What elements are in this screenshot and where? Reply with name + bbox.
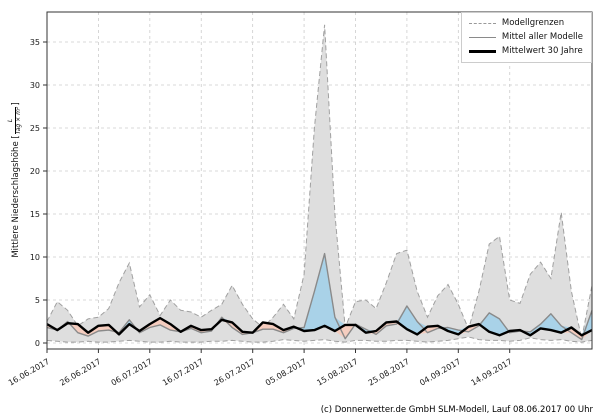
- gray-line-sample-icon: [468, 36, 496, 38]
- black-line-sample-icon: [468, 49, 496, 53]
- copyright-credit: (c) Donnerwetter.de GmbH SLM-Modell, Lau…: [320, 405, 593, 415]
- x-tick-label: 16.06.2017: [7, 357, 51, 388]
- unit-denominator: Tag × m²: [14, 106, 23, 135]
- x-axis: 16.06.2017 26.06.2017 06.07.2017 16.07.2017…: [7, 349, 514, 388]
- y-axis-unit-fraction: L Tag × m²: [7, 106, 23, 135]
- legend-item: Mittelwert 30 Jahre: [468, 46, 583, 57]
- legend-item-label: Mittel aller Modelle: [501, 32, 583, 43]
- y-axis-label-suffix: ]: [10, 102, 21, 106]
- above-mean-fill: [47, 253, 592, 336]
- x-tick-label: 16.07.2017: [161, 357, 205, 388]
- y-tick-label: 30: [30, 81, 40, 90]
- legend-item-label: Mittelwert 30 Jahre: [501, 46, 583, 57]
- y-tick-label: 25: [30, 124, 40, 133]
- y-tick-label: 15: [30, 210, 40, 219]
- model-bounds-upper-line: [46, 24, 593, 339]
- y-axis-label-prefix: Mittlere Niederschlagshöhe [: [10, 135, 21, 258]
- x-tick-label: 15.08.2017: [315, 357, 359, 388]
- x-tick-label: 26.06.2017: [58, 357, 102, 388]
- y-axis-label: Mittlere Niederschlagshöhe [L Tag × m²]: [7, 40, 24, 320]
- x-tick-label: 14.09.2017: [470, 357, 514, 388]
- mean30-line: [46, 316, 593, 337]
- y-tick-label: 0: [35, 339, 40, 348]
- unit-numerator: L: [7, 118, 14, 123]
- x-tick-label: 04.09.2017: [418, 357, 462, 388]
- y-axis: 0 5 10 15 20 25 30 35: [30, 38, 47, 348]
- y-tick-label: 35: [30, 38, 40, 47]
- y-tick-label: 10: [30, 253, 40, 262]
- x-tick-label: 05.08.2017: [264, 357, 308, 388]
- y-tick-label: 20: [30, 167, 40, 176]
- plot-border: [46, 11, 593, 350]
- x-tick-label: 06.07.2017: [110, 357, 154, 388]
- x-tick-label: 25.08.2017: [367, 357, 411, 388]
- dashed-line-sample-icon: [468, 22, 496, 24]
- legend-item: Modellgrenzen: [468, 18, 583, 28]
- chart-legend: Modellgrenzen Mittel aller Modelle Mittelw…: [460, 12, 592, 63]
- legend-item-label: Modellgrenzen: [501, 18, 565, 28]
- model-bounds-lower-line: [46, 336, 593, 343]
- x-tick-label: 26.07.2017: [213, 357, 257, 388]
- model-bounds-band: [46, 24, 593, 343]
- y-tick-label: 5: [35, 296, 40, 305]
- legend-item: Mittel aller Modelle: [468, 32, 583, 43]
